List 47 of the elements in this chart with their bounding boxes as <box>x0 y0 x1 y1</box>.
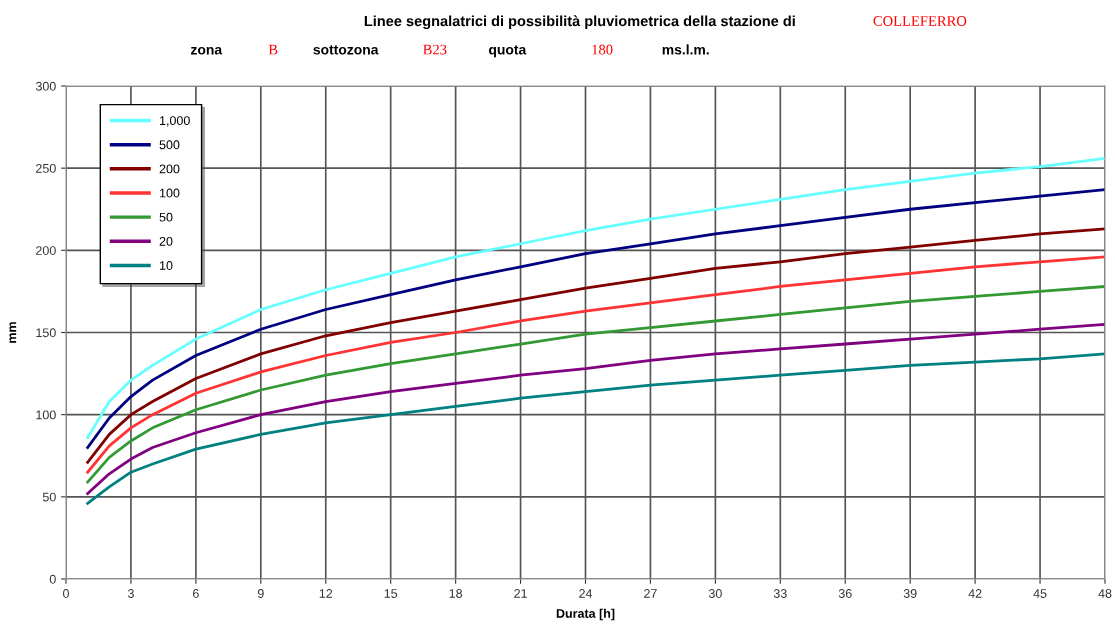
x-tick-label: 48 <box>1098 589 1112 598</box>
y-tick-label: 200 <box>36 246 56 255</box>
line-series <box>86 255 1105 474</box>
x-tick-label: 33 <box>773 589 787 598</box>
line-series <box>86 285 1105 484</box>
text: zona <box>191 46 223 55</box>
x-tick-label: 42 <box>968 589 982 598</box>
y-tick-label: 100 <box>36 410 56 420</box>
legend-label: 200 <box>159 164 180 174</box>
x-tick-label: 39 <box>903 589 917 598</box>
x-tick-label: 3 <box>127 589 134 598</box>
x-tick-label: 0 <box>63 589 69 598</box>
y-axis-title: mm <box>9 322 17 343</box>
line-series <box>86 352 1105 505</box>
y-tick-label: 150 <box>36 328 56 338</box>
x-tick-label: 18 <box>449 589 463 598</box>
text: B <box>268 44 278 55</box>
legend-label: 10 <box>160 261 173 270</box>
text: 180 <box>592 44 613 55</box>
legend-label: 20 <box>159 236 173 246</box>
legend-label: 1,000 <box>160 116 190 127</box>
x-tick-label: 27 <box>644 589 657 598</box>
text: COLLEFERRO <box>873 16 967 26</box>
x-tick-label: 30 <box>708 589 722 598</box>
text: sottozona <box>313 45 379 55</box>
x-tick-label: 24 <box>579 589 593 598</box>
y-tick-label: 250 <box>36 163 56 173</box>
x-tick-label: 45 <box>1033 589 1047 598</box>
legend-label: 100 <box>160 188 180 198</box>
text: ms.l.m. <box>662 44 709 55</box>
line-series <box>86 322 1105 495</box>
line-series <box>86 227 1105 464</box>
x-tick-label: 12 <box>319 589 333 598</box>
x-tick-label: 36 <box>838 589 852 598</box>
y-tick-label: 0 <box>49 574 56 584</box>
text: B23 <box>423 44 447 55</box>
x-tick-label: 15 <box>384 589 398 598</box>
x-tick-label: 9 <box>257 589 264 598</box>
y-tick-label: 300 <box>35 81 56 91</box>
legend-label: 500 <box>159 140 180 150</box>
x-tick-label: 21 <box>514 589 527 598</box>
x-axis-title: Durata [h] <box>556 608 615 621</box>
legend-label: 50 <box>159 212 173 222</box>
chart-title: Linee segnalatrici di possibilità pluviometrica della stazione di <box>364 15 795 30</box>
x-tick-label: 6 <box>193 589 199 598</box>
text: quota <box>489 45 527 58</box>
y-tick-label: 50 <box>42 492 56 502</box>
